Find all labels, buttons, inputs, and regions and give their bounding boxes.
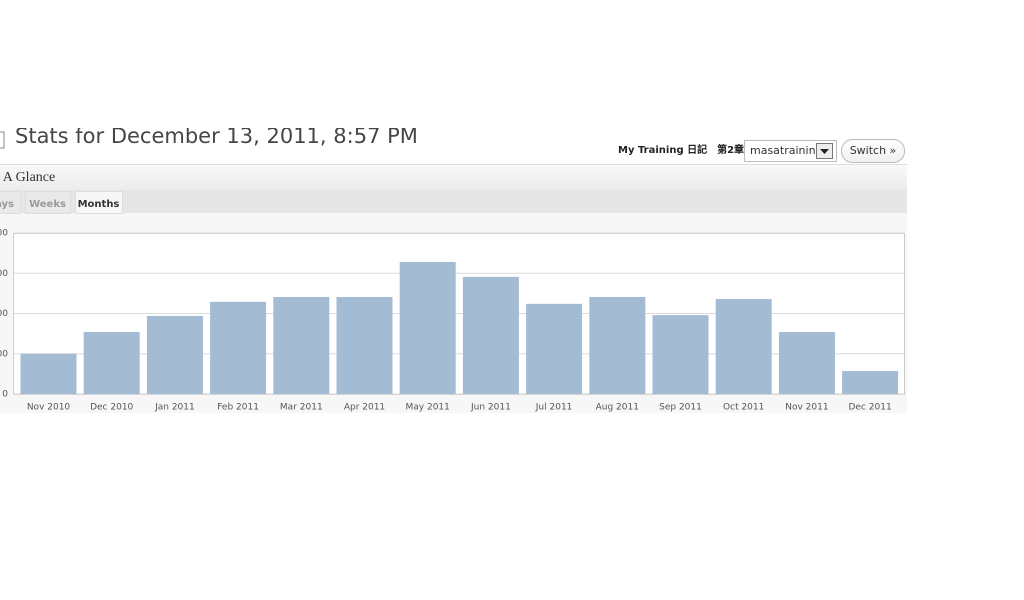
bar <box>273 296 330 394</box>
bar <box>83 332 140 394</box>
bar <box>210 301 267 394</box>
x-tick-label: Oct 2011 <box>723 403 764 413</box>
tab-label: Weeks <box>29 199 66 210</box>
tab[interactable] <box>0 191 21 214</box>
bar <box>399 261 456 394</box>
tab-label: Months <box>78 199 120 210</box>
x-tick-label: May 2011 <box>406 403 450 413</box>
tab[interactable] <box>25 191 71 214</box>
y-tick-label: 100 <box>0 349 8 359</box>
x-tick-label: Mar 2011 <box>280 403 323 413</box>
tab-bar <box>0 190 907 213</box>
bar <box>715 299 772 394</box>
bar <box>652 315 709 394</box>
x-tick-label: Jan 2011 <box>154 403 195 413</box>
bar <box>589 296 646 394</box>
panel-title: At A Glance <box>0 170 55 185</box>
x-tick-label: Dec 2010 <box>90 403 133 413</box>
tab-label: Days <box>0 199 14 210</box>
x-tick-label: Jul 2011 <box>535 403 573 413</box>
bar <box>842 371 899 394</box>
bar <box>336 296 393 394</box>
icon <box>0 131 5 149</box>
bar <box>146 315 203 394</box>
y-tick-label: 0 <box>2 390 8 400</box>
bar <box>778 332 835 394</box>
x-tick-label: Nov 2010 <box>27 403 71 413</box>
blog-select[interactable] <box>744 140 837 162</box>
arrow-icon <box>820 149 829 154</box>
x-tick-label: Dec 2011 <box>849 403 892 413</box>
y-tick-label: 300 <box>0 269 8 279</box>
x-tick-label: Aug 2011 <box>596 403 639 413</box>
bar <box>526 303 583 394</box>
panel-header <box>0 164 907 190</box>
x-tick-label: Sep 2011 <box>659 403 702 413</box>
blog-select-text: masatraining <box>750 144 823 157</box>
tab[interactable] <box>75 191 123 214</box>
x-tick-label: Nov 2011 <box>785 403 828 413</box>
bar <box>462 276 519 394</box>
blog-name: My Training 日記 第2章 <box>618 143 744 156</box>
y-tick-label: 400 <box>0 229 8 239</box>
x-tick-label: Apr 2011 <box>344 403 385 413</box>
page-title: Stats for December 13, 2011, 8:57 PM <box>15 124 418 148</box>
x-tick-label: Feb 2011 <box>217 403 259 413</box>
switch-button-text: Switch » <box>850 144 897 157</box>
bar <box>20 353 77 394</box>
switch-button[interactable] <box>841 139 905 163</box>
y-tick-label: 200 <box>0 309 8 319</box>
x-tick-label: Jun 2011 <box>470 403 511 413</box>
